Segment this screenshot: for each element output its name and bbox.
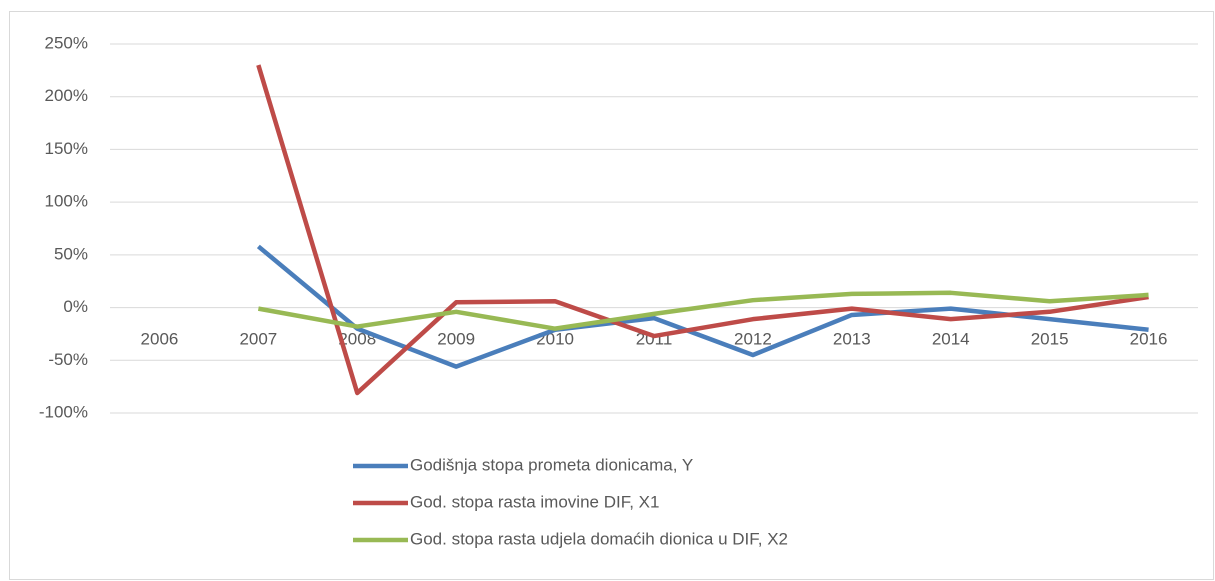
y-tick-label: 100%	[45, 192, 88, 211]
x-tick-label: 2012	[734, 329, 772, 348]
legend-label: God. stopa rasta udjela domaćih dionica …	[410, 529, 788, 548]
chart-border	[9, 11, 1214, 580]
y-tick-label: -50%	[48, 350, 88, 369]
x-tick-label: 2007	[239, 329, 277, 348]
legend-label: Godišnja stopa prometa dionicama, Y	[410, 455, 693, 474]
y-tick-label: 250%	[45, 33, 88, 52]
x-tick-label: 2013	[833, 329, 871, 348]
y-tick-label: 50%	[54, 244, 88, 263]
line-series	[256, 64, 1149, 396]
x-tick-label: 2006	[141, 329, 179, 348]
line-series	[257, 290, 1149, 331]
y-tick-label: 200%	[45, 86, 88, 105]
x-tick-label: 2015	[1031, 329, 1069, 348]
x-tick-label: 2016	[1130, 329, 1168, 348]
y-tick-label: -100%	[39, 402, 88, 421]
y-tick-label: 0%	[63, 297, 88, 316]
x-tick-label: 2009	[437, 329, 475, 348]
legend-label: God. stopa rasta imovine DIF, X1	[410, 492, 659, 511]
x-tick-label: 2014	[932, 329, 970, 348]
y-tick-label: 150%	[45, 139, 88, 158]
